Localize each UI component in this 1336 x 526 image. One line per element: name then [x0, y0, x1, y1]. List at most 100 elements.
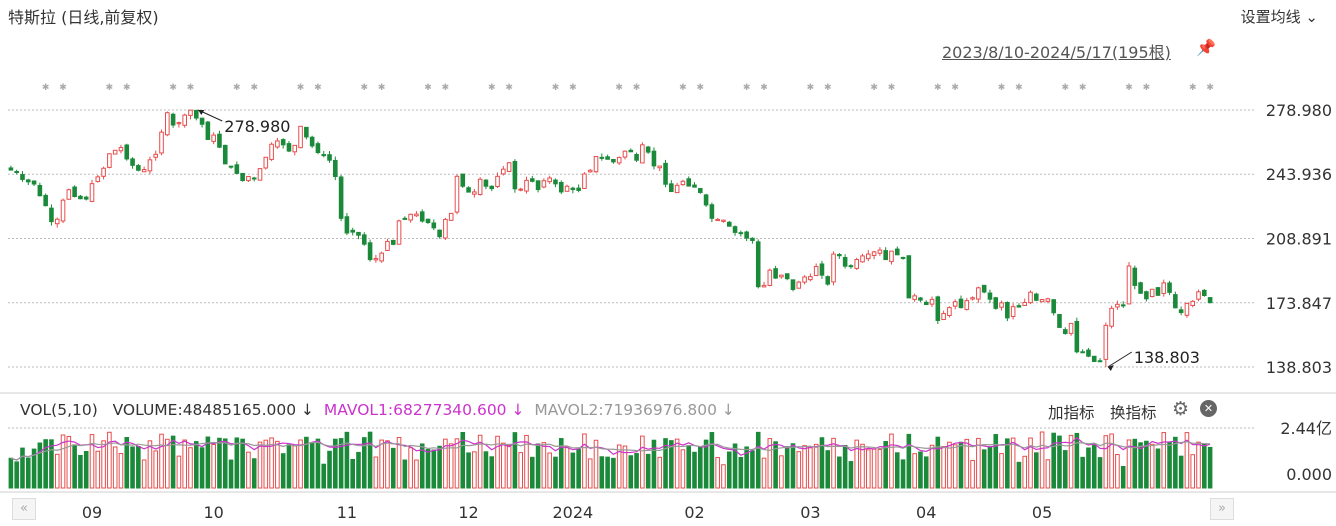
volume-bar — [54, 453, 60, 489]
candle-body — [257, 168, 263, 181]
candle-body — [1202, 289, 1207, 297]
volume-bar — [576, 448, 581, 489]
volume-bar — [1103, 435, 1109, 489]
vol-legend-volume: VOLUME:48485165.000 — [112, 401, 297, 419]
candle-body — [721, 219, 726, 222]
pin-icon[interactable]: 📌 — [1196, 38, 1216, 57]
candle-body — [124, 144, 130, 160]
volume-bar — [877, 449, 883, 489]
candle-body — [1155, 287, 1161, 296]
annotation-label: 138.803 — [1134, 348, 1200, 367]
volume-bar — [1184, 432, 1190, 489]
candle-body — [1045, 298, 1051, 302]
close-icon[interactable]: ✕ — [1200, 400, 1217, 417]
ma-settings-button[interactable]: 设置均线 ⌄ — [1241, 6, 1318, 27]
volume-bar — [136, 446, 141, 489]
candle-body — [1057, 314, 1062, 328]
annotation-arrowhead — [198, 110, 205, 115]
event-marker: ✱ — [760, 83, 768, 93]
candle-body — [396, 220, 402, 245]
volume-bar — [112, 446, 118, 489]
volume-bar — [976, 437, 981, 489]
volume-bar — [981, 449, 987, 489]
candle-body — [894, 248, 900, 256]
candle-body — [813, 266, 819, 277]
candle-body — [304, 126, 309, 138]
candle-body — [454, 175, 460, 213]
volume-bar — [49, 439, 54, 489]
candle-body — [1097, 360, 1103, 363]
candle-body — [408, 213, 413, 221]
candle-body — [269, 143, 274, 160]
add-indicator-button[interactable]: 加指标 — [1048, 404, 1095, 422]
candle-body — [251, 177, 257, 180]
candle-body — [472, 191, 477, 195]
scroll-right-button[interactable]: » — [1210, 498, 1234, 520]
candle-body — [489, 185, 495, 190]
candle-body — [234, 164, 240, 174]
event-marker: ✱ — [998, 83, 1006, 93]
event-marker: ✱ — [1079, 83, 1087, 93]
candle-body — [970, 297, 975, 300]
event-marker: ✱ — [569, 83, 577, 93]
candle-body — [1149, 288, 1155, 297]
volume-bar — [941, 446, 946, 489]
volume-bar — [1068, 434, 1074, 489]
volume-bar — [193, 441, 199, 489]
candle-body — [541, 180, 547, 188]
volume-bar — [275, 440, 280, 489]
candle-body — [784, 273, 790, 280]
switch-indicator-button[interactable]: 换指标 — [1110, 404, 1157, 422]
volume-bar — [842, 444, 848, 489]
candle-body — [333, 159, 338, 178]
candle-body — [958, 298, 964, 309]
candle-body — [1074, 320, 1080, 353]
vol-legend-mavol2: MAVOL2:71936976.800 — [534, 401, 717, 419]
candle-body — [1034, 293, 1039, 301]
event-marker: ✱ — [42, 83, 50, 93]
volume-bar — [107, 431, 112, 489]
candle-body — [14, 171, 19, 174]
event-marker: ✱ — [1125, 83, 1133, 93]
candle-body — [825, 276, 831, 285]
annotation-arrowhead — [1107, 365, 1114, 371]
candle-body — [964, 300, 970, 310]
candle-body — [193, 109, 199, 119]
volume-bar — [205, 436, 211, 489]
candle-body — [779, 274, 784, 278]
volume-bar — [848, 461, 854, 489]
date-range-link[interactable]: 2023/8/10-2024/5/17(195根) — [942, 43, 1171, 62]
event-marker: ✱ — [888, 83, 896, 93]
volume-bar — [686, 445, 692, 489]
event-marker: ✱ — [361, 83, 369, 93]
candle-body — [1144, 291, 1149, 300]
scroll-left-button[interactable]: « — [12, 498, 36, 520]
candle-body — [576, 187, 581, 191]
candle-body — [286, 143, 292, 152]
volume-bar — [269, 437, 274, 489]
candle-body — [298, 125, 303, 149]
volume-bar — [663, 438, 668, 489]
candle-body — [246, 176, 251, 182]
candle-body — [697, 188, 703, 193]
candle-body — [327, 154, 332, 161]
volume-bar — [813, 443, 819, 489]
volume-bar — [854, 439, 860, 489]
volume-bar — [964, 438, 970, 489]
candle-body — [147, 159, 153, 172]
volume-bar — [1138, 442, 1143, 489]
candle-body — [854, 259, 860, 269]
gear-icon[interactable]: ⚙ — [1172, 398, 1190, 420]
y-tick-label: 278.980 — [1266, 101, 1332, 120]
volume-bar — [640, 435, 645, 489]
volume-bar — [251, 458, 257, 489]
x-tick-label: 10 — [203, 503, 223, 522]
candle-body — [923, 301, 929, 305]
candle-body — [1167, 282, 1172, 293]
candle-body — [674, 184, 680, 194]
candle-body — [981, 284, 987, 293]
candle-body — [524, 179, 529, 192]
candle-body — [883, 250, 888, 261]
candle-body — [495, 175, 500, 187]
volume-bar — [188, 447, 193, 489]
